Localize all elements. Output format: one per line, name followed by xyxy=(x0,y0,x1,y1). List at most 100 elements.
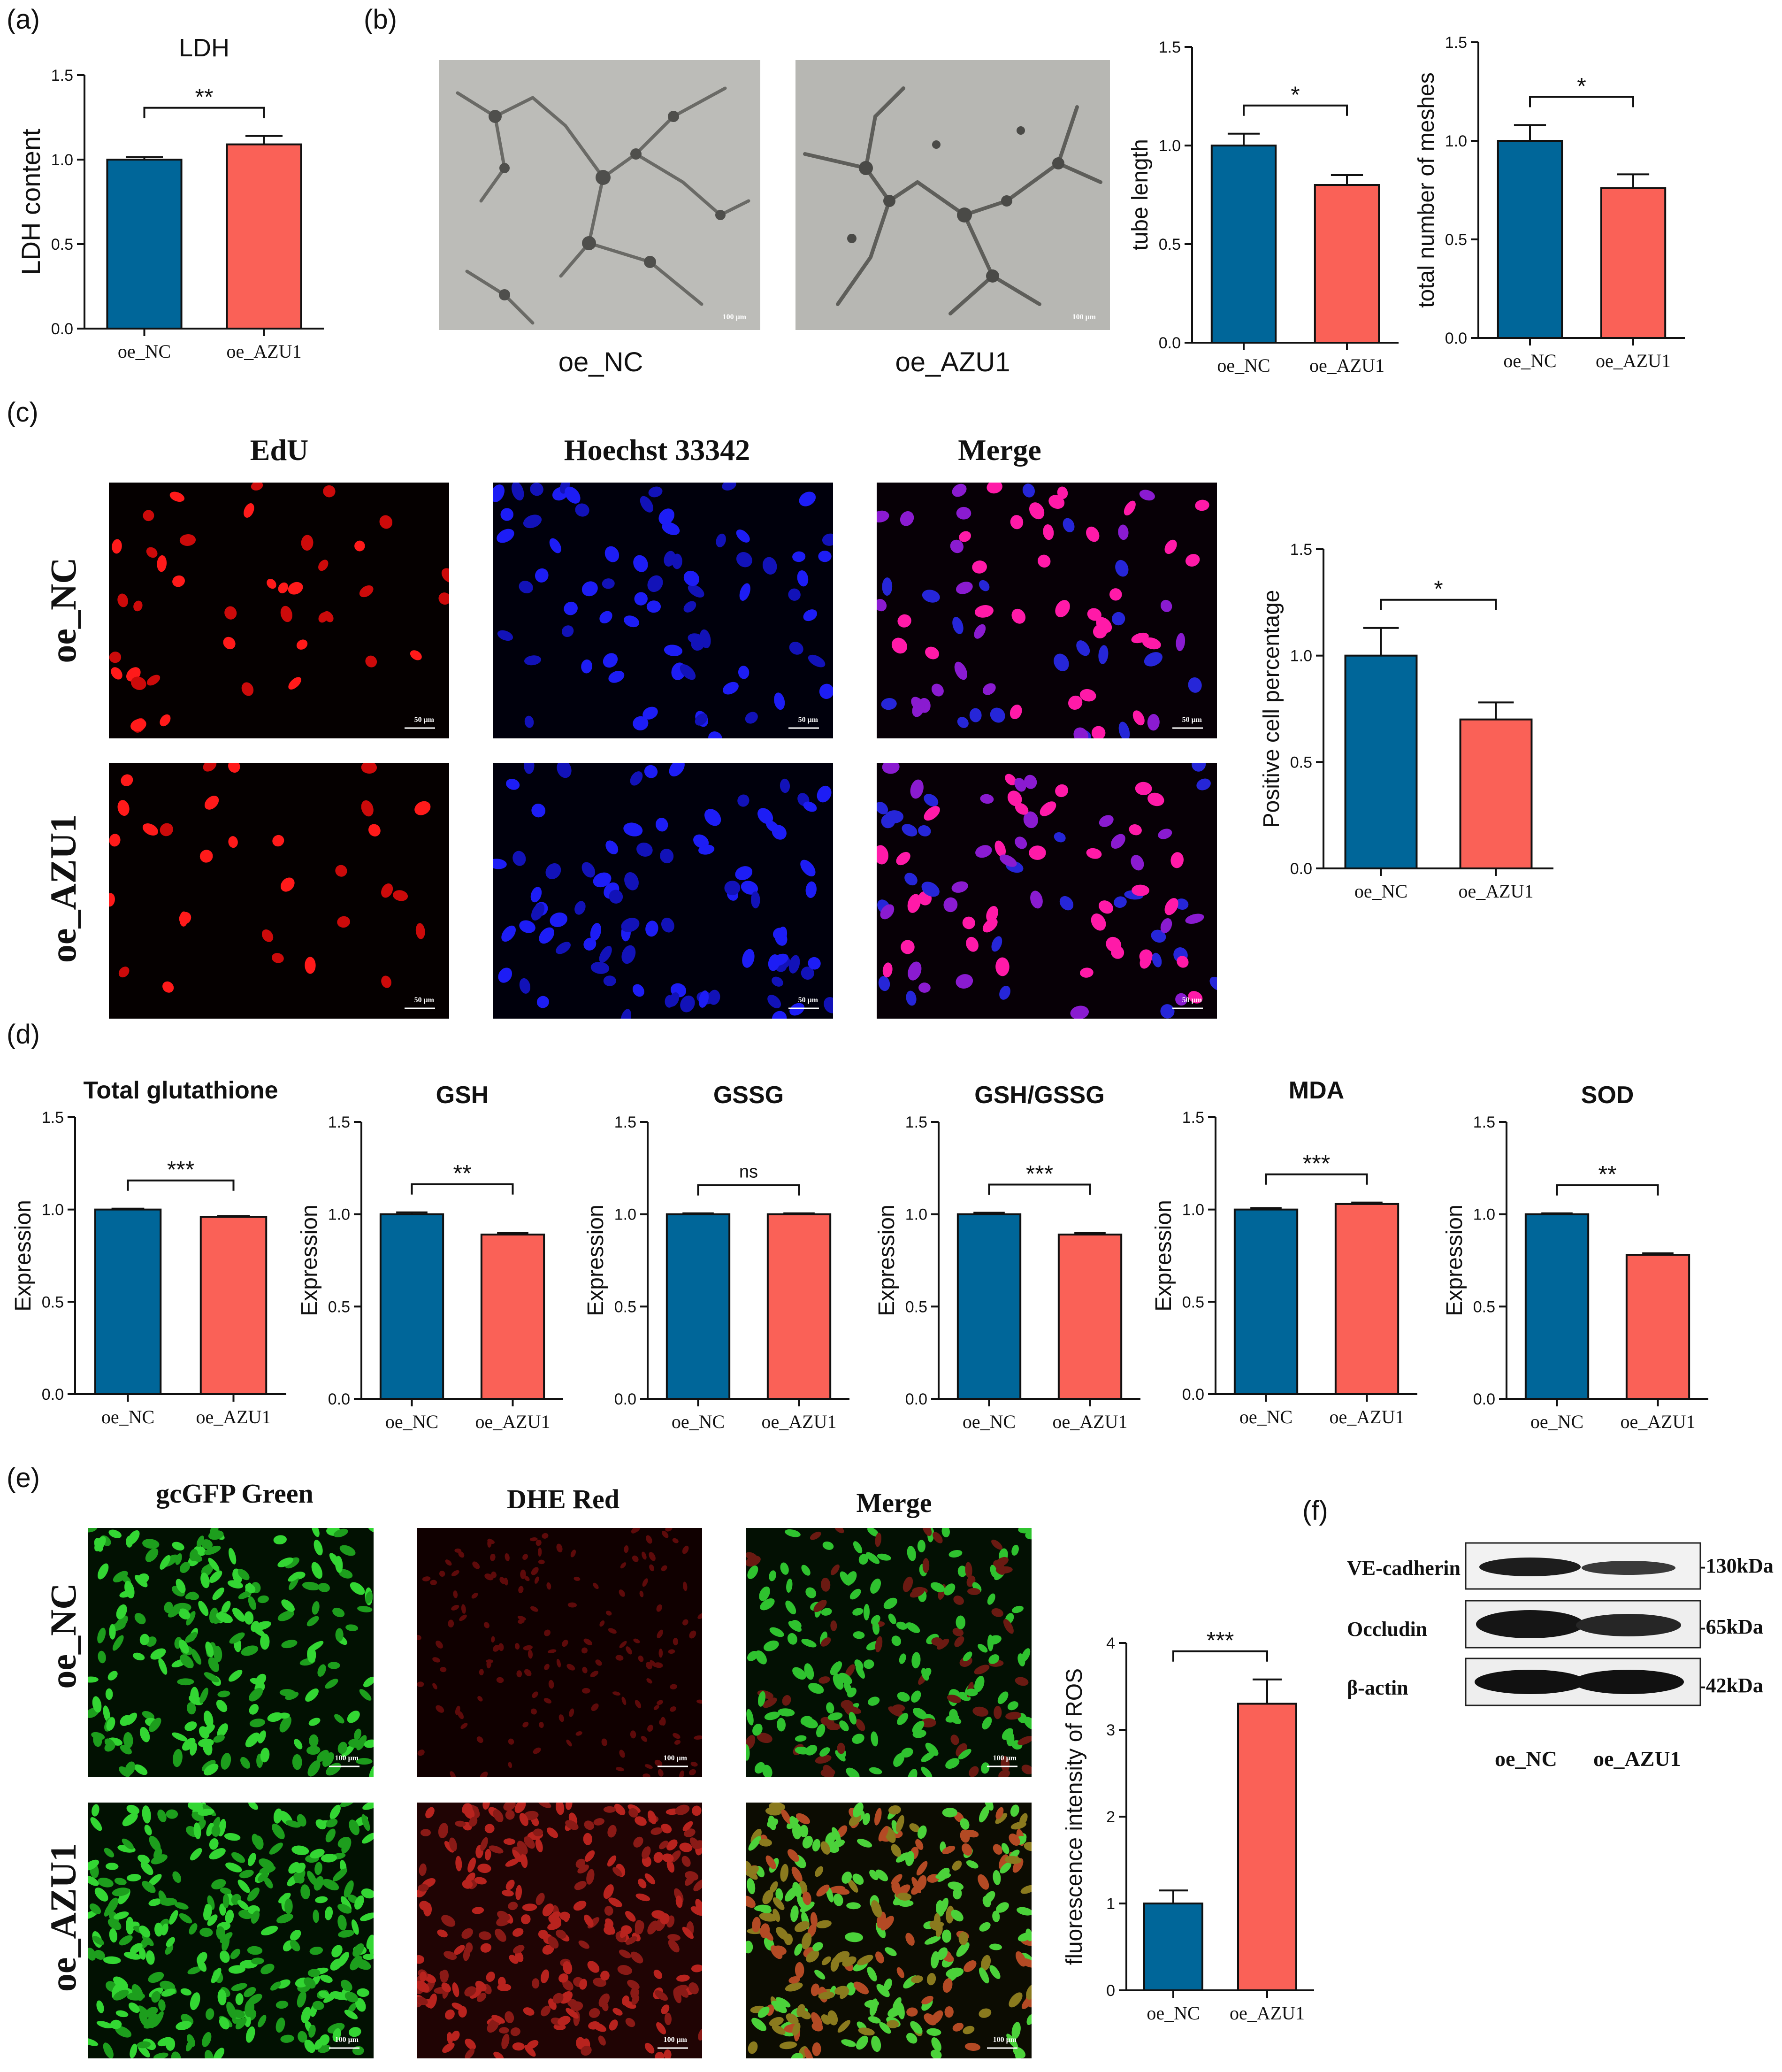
panel-letter-d: (d) xyxy=(7,1019,40,1050)
lane-label-oe-azu1: oe_AZU1 xyxy=(1593,1747,1681,1771)
significance-bracket xyxy=(1243,104,1348,116)
x-tick-label: oe_NC xyxy=(118,341,171,362)
panel-letter-b: (b) xyxy=(364,4,397,35)
significance-bracket xyxy=(988,1183,1091,1195)
y-tick-label: 1.0 xyxy=(1290,647,1312,665)
band-label-occludin: Occludin xyxy=(1347,1618,1428,1641)
y-axis-label: Expression xyxy=(297,1205,322,1316)
y-tick-label: 0.0 xyxy=(1290,860,1312,878)
y-tick-label: 0.0 xyxy=(1473,1390,1495,1408)
y-axis-label: Positive cell percentage xyxy=(1259,590,1284,828)
y-axis-label: Expression xyxy=(1151,1200,1176,1311)
x-tick-label: oe_AZU1 xyxy=(1309,355,1384,376)
y-tick-label: 1.5 xyxy=(1473,1113,1495,1131)
y-tick-label: 0.5 xyxy=(1290,753,1312,771)
merge-image-oe-nc-e: 100 μm xyxy=(746,1528,1032,1777)
chart-total-meshes: 0.0 0.5 1.0 1.5 total number of meshes oe_NC o… xyxy=(1414,34,1685,371)
hoechst-image-oe-azu1: 50 μm xyxy=(493,763,833,1019)
scale-bar-label: 100 μm xyxy=(1072,313,1096,321)
dhe-image-oe-nc: 100 μm xyxy=(417,1528,702,1777)
y-tick-label: 0.5 xyxy=(1445,231,1467,249)
y-tick-label: 1.5 xyxy=(42,1109,64,1127)
bar-oe-azu1 xyxy=(1334,1203,1400,1395)
x-tick-label: oe_NC xyxy=(1147,2003,1200,2024)
bar-oe-nc xyxy=(1210,145,1277,344)
edu-image-oe-azu1: 50 μm xyxy=(109,763,449,1019)
y-tick-label: 1.5 xyxy=(328,1113,350,1131)
y-tick-label: 0.5 xyxy=(51,236,73,253)
scale-bar-label: 100 μm xyxy=(993,2036,1017,2044)
y-tick-label: 0.0 xyxy=(905,1390,927,1408)
chart-sod: SOD 0.0 0.5 1.0 1.5 Expression oe_NC oe_AZU1 ** xyxy=(1442,1082,1708,1432)
merge-image-oe-nc: 50 μm xyxy=(877,483,1217,738)
merge-image-oe-azu1-e-cells xyxy=(746,1803,1032,2058)
scale-bar-label: 100 μm xyxy=(722,313,746,321)
y-tick-label: 0.5 xyxy=(905,1298,927,1316)
bar-oe-nc xyxy=(1143,1903,1203,1991)
bar-oe-nc xyxy=(379,1213,444,1400)
hoechst-column-title: Hoechst 33342 xyxy=(564,433,750,467)
band-label-beta-actin: β-actin xyxy=(1347,1676,1408,1699)
scale-bar-label: 100 μm xyxy=(335,2036,359,2044)
y-tick-label: 1 xyxy=(1106,1895,1115,1913)
significance-bracket xyxy=(1556,1184,1659,1196)
scale-bar-label: 100 μm xyxy=(335,1754,359,1762)
gcgfp-column-title: gcGFP Green xyxy=(156,1478,314,1509)
chart-tube-length: 0.0 0.5 1.0 1.5 tube length oe_NC oe_AZU1 * xyxy=(1128,38,1399,376)
bar-oe-azu1 xyxy=(1600,187,1667,339)
y-tick-label: 1.5 xyxy=(1290,541,1312,559)
significance-label: * xyxy=(1291,82,1300,108)
x-tick-label: oe_NC xyxy=(1217,355,1270,376)
x-tick-label: oe_AZU1 xyxy=(227,341,302,362)
panel-letter-e: (e) xyxy=(7,1463,40,1493)
significance-bracket xyxy=(1529,96,1634,107)
significance-label: ** xyxy=(195,84,214,110)
scale-bar-label: 50 μm xyxy=(1182,996,1202,1004)
x-tick-label: oe_AZU1 xyxy=(1053,1411,1128,1432)
significance-label: *** xyxy=(1303,1151,1330,1177)
row-label-oe-nc-e: oe_NC xyxy=(43,1583,84,1689)
y-tick-label: 0.5 xyxy=(328,1298,350,1316)
y-axis-label: Expression xyxy=(583,1205,608,1316)
x-tick-label: oe_AZU1 xyxy=(1230,2003,1305,2024)
significance-label: * xyxy=(1434,576,1443,602)
significance-label: *** xyxy=(1207,1627,1234,1654)
bar-oe-azu1 xyxy=(480,1233,545,1400)
scale-bar-label: 100 μm xyxy=(663,2036,687,2044)
band-size-130: -130kDa xyxy=(1699,1554,1774,1577)
scale-bar-label: 50 μm xyxy=(414,996,434,1004)
x-tick-label: oe_NC xyxy=(963,1411,1016,1432)
bar-oe-nc xyxy=(956,1213,1022,1400)
y-tick-label: 0.0 xyxy=(51,320,73,338)
merge-image-oe-nc-cells xyxy=(877,483,1217,738)
y-tick-label: 0.0 xyxy=(1445,330,1467,347)
y-tick-label: 1.0 xyxy=(51,151,73,169)
bar-oe-nc xyxy=(106,159,183,330)
tube-image-label-oe-azu1: oe_AZU1 xyxy=(895,347,1010,377)
x-tick-label: oe_AZU1 xyxy=(1330,1406,1405,1427)
y-tick-label: 1.5 xyxy=(1182,1109,1204,1127)
y-tick-label: 1.0 xyxy=(905,1206,927,1224)
chart-gsh: GSH 0.0 0.5 1.0 1.5 Expression oe_NC oe_AZU1 ** xyxy=(297,1082,563,1432)
bar-oe-azu1 xyxy=(226,143,302,330)
scale-bar-label: 50 μm xyxy=(1182,716,1202,724)
significance-label: ** xyxy=(453,1160,472,1187)
gfp-image-oe-nc-cells xyxy=(88,1528,374,1777)
bar-oe-azu1 xyxy=(1625,1254,1690,1400)
hoechst-image-oe-azu1-cells xyxy=(493,763,833,1019)
x-tick-label: oe_AZU1 xyxy=(762,1411,837,1432)
bar-oe-azu1 xyxy=(1314,184,1380,344)
panel-letter-c: (c) xyxy=(7,397,38,428)
y-axis-label: Expression xyxy=(1442,1205,1467,1316)
significance-label: ** xyxy=(1598,1161,1617,1188)
y-tick-label: 0.5 xyxy=(1182,1293,1204,1311)
y-tick-label: 0 xyxy=(1106,1982,1115,2000)
bar-oe-nc xyxy=(1497,140,1563,339)
panel-letter-a: (a) xyxy=(7,4,40,35)
scale-bar-label: 50 μm xyxy=(414,716,434,724)
band-beta-actin-oe-azu1 xyxy=(1573,1670,1684,1694)
chart-title: SOD xyxy=(1581,1082,1634,1109)
chart-title: Total glutathione xyxy=(84,1077,278,1104)
significance-bracket xyxy=(127,1179,235,1191)
significance-bracket xyxy=(1172,1650,1268,1662)
